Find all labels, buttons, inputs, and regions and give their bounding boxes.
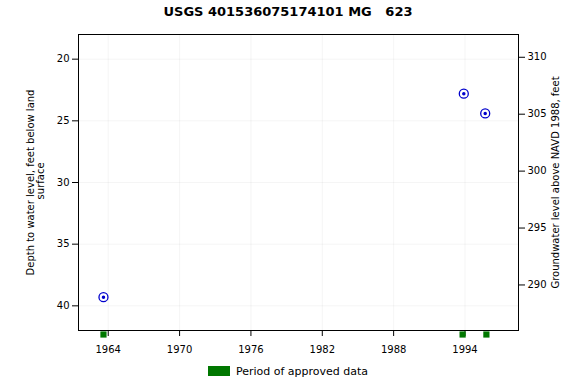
svg-text:1988: 1988 <box>381 344 406 355</box>
svg-text:1982: 1982 <box>310 344 335 355</box>
svg-text:310: 310 <box>528 51 547 62</box>
svg-text:35: 35 <box>57 238 70 249</box>
svg-text:40: 40 <box>57 300 70 311</box>
svg-text:290: 290 <box>528 279 547 290</box>
svg-text:300: 300 <box>528 165 547 176</box>
html-text:USGS 401536075174101 MG 623: USGS 401536075174101 MG 623 <box>163 4 413 19</box>
svg-text:25: 25 <box>57 115 70 126</box>
svg-text:Depth to water level, feet bel: Depth to water level, feet below land su… <box>25 90 46 276</box>
svg-text:305: 305 <box>528 108 547 119</box>
svg-text:30: 30 <box>57 177 70 188</box>
svg-text:1964: 1964 <box>96 344 121 355</box>
svg-text:1970: 1970 <box>167 344 192 355</box>
svg-text:Groundwater level above NAVD 1: Groundwater level above NAVD 1988, feet <box>550 76 561 288</box>
svg-text:1994: 1994 <box>452 344 477 355</box>
svg-text:1976: 1976 <box>238 344 263 355</box>
svg-text:20: 20 <box>57 53 70 64</box>
html-text:Period of approved data: Period of approved data <box>235 364 369 378</box>
svg-text:295: 295 <box>528 222 547 233</box>
